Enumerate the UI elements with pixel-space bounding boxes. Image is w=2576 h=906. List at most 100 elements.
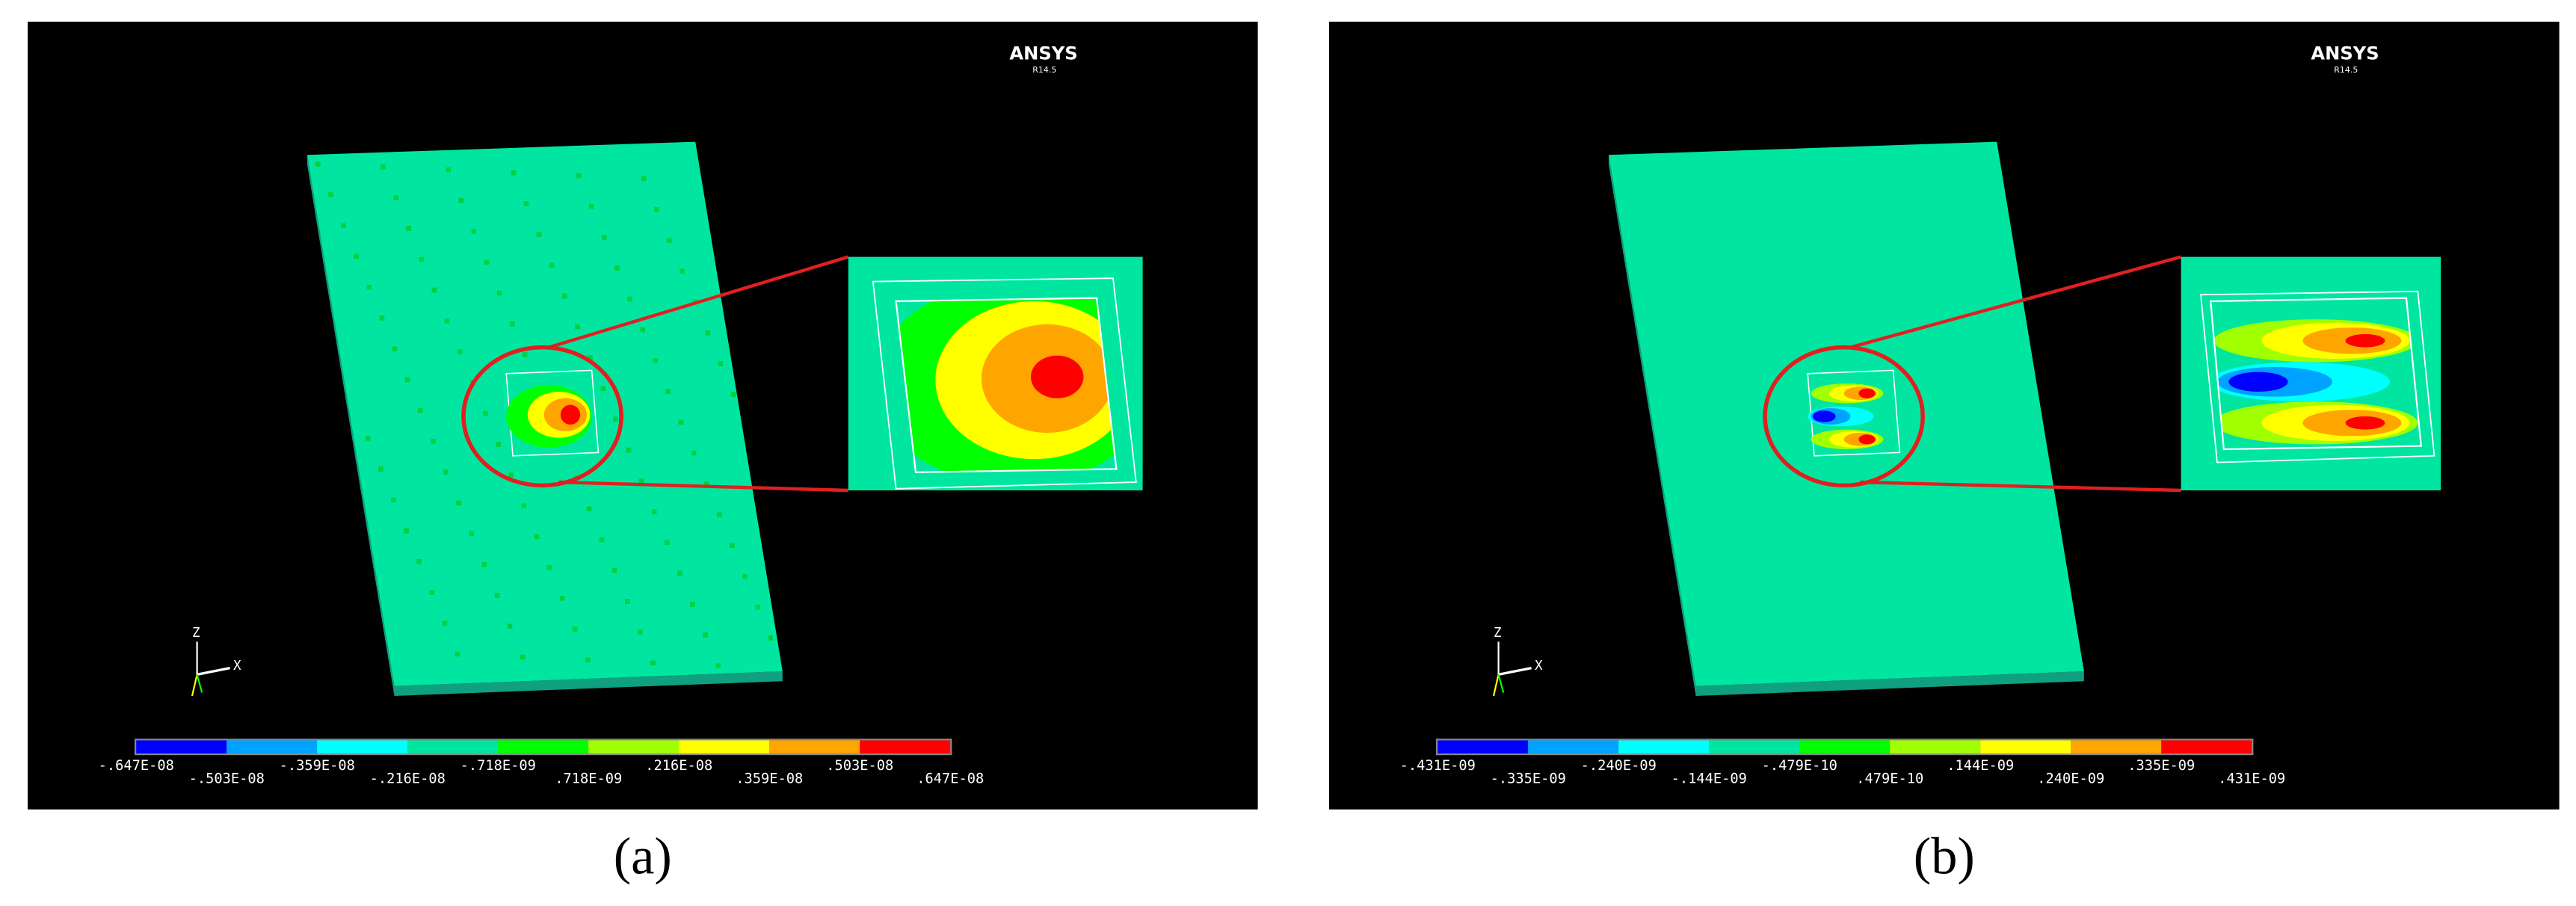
- version: R14.5: [1032, 65, 1056, 75]
- caption: (a): [614, 828, 672, 886]
- speckle: [393, 195, 398, 200]
- colorbar-segment: [588, 740, 680, 754]
- speckle: [496, 441, 501, 447]
- colorbar-label: .359E-08: [736, 771, 803, 787]
- axis-label: Z: [1494, 626, 1502, 641]
- speckle: [354, 253, 359, 259]
- speckle: [705, 330, 711, 336]
- colorbar-label: .647E-08: [916, 771, 984, 787]
- colorbar-segment: [860, 740, 951, 754]
- contour: [2345, 416, 2385, 430]
- speckle: [508, 472, 514, 478]
- colorbar-label: .144E-09: [1947, 758, 2014, 774]
- speckle: [600, 386, 606, 392]
- speckle: [496, 290, 502, 296]
- speckle: [624, 599, 630, 604]
- speckle: [588, 355, 593, 360]
- speckle: [585, 657, 591, 663]
- triad: [1492, 674, 1500, 697]
- speckle: [404, 528, 409, 534]
- colorbar-segment: [1799, 740, 1891, 754]
- speckle: [613, 416, 619, 422]
- speckle: [575, 324, 580, 330]
- speckle: [523, 201, 529, 206]
- colorbar-segment: [1438, 740, 1529, 754]
- speckle: [626, 447, 632, 453]
- contour: [1858, 388, 1876, 398]
- caption: (b): [1914, 828, 1975, 886]
- colorbar-segment: [1980, 740, 2071, 754]
- speckle: [664, 540, 670, 546]
- speckle: [378, 466, 383, 472]
- speckle: [638, 629, 643, 635]
- colorbar-label: .431E-09: [2218, 771, 2285, 787]
- speckle: [457, 349, 463, 354]
- speckle: [601, 235, 607, 240]
- colorbar-label: -.144E-09: [1671, 771, 1747, 787]
- speckle: [328, 192, 333, 197]
- speckle: [431, 287, 437, 293]
- speckle: [521, 503, 527, 509]
- speckle: [572, 626, 578, 632]
- inset-contour: [2210, 298, 2421, 450]
- speckle: [484, 259, 490, 265]
- speckle: [667, 238, 672, 243]
- highlight-circle: [1763, 345, 1925, 488]
- panel: ANSYSR14.5ZX-.431E-09-.335E-09-.240E-09-…: [1329, 22, 2560, 886]
- contour: [560, 404, 581, 425]
- speckle: [417, 407, 423, 413]
- version: R14.5: [2334, 65, 2358, 75]
- colorbar-segment: [1528, 740, 1619, 754]
- speckle: [536, 232, 542, 237]
- contour: [1858, 434, 1876, 445]
- speckle: [677, 570, 682, 576]
- speckle: [703, 481, 709, 487]
- inset-outline: [2200, 290, 2435, 463]
- speckle: [586, 506, 592, 511]
- speckle: [768, 635, 774, 641]
- speckle: [446, 167, 451, 173]
- colorbar-segment: [1890, 740, 1981, 754]
- contour: [2228, 372, 2288, 392]
- colorbar-segment: [136, 740, 227, 754]
- speckle: [509, 321, 515, 327]
- speckle: [654, 206, 659, 212]
- speckle: [520, 654, 526, 660]
- speckle: [703, 632, 708, 638]
- speckle: [641, 176, 647, 182]
- speckle: [442, 620, 448, 626]
- zoom-line: [1849, 255, 2182, 349]
- colorbar-label: -.647E-08: [99, 758, 174, 774]
- speckle: [546, 564, 552, 570]
- speckle: [559, 596, 565, 601]
- speckle: [549, 262, 555, 268]
- speckle: [678, 419, 684, 425]
- speckle: [455, 651, 460, 657]
- colorbar-segment: [679, 740, 770, 754]
- speckle: [715, 663, 721, 669]
- speckle: [651, 509, 657, 514]
- speckle: [431, 439, 436, 444]
- colorbar-label: .503E-08: [826, 758, 893, 774]
- speckle: [341, 223, 346, 229]
- speckle: [588, 203, 594, 209]
- colorbar-label: .479E-10: [1856, 771, 1923, 787]
- colorbar-label: .718E-09: [555, 771, 622, 787]
- speckle: [404, 377, 410, 383]
- colorbar-label: -.479E-10: [1762, 758, 1837, 774]
- inset-outline: [895, 297, 1118, 473]
- speckle: [534, 534, 540, 540]
- speckle: [429, 590, 435, 595]
- speckle: [717, 512, 722, 517]
- speckle: [640, 327, 645, 333]
- colorbar-segment: [2161, 740, 2252, 754]
- colorbar-segment: [1618, 740, 1710, 754]
- speckle: [576, 173, 582, 179]
- speckle: [511, 170, 517, 176]
- zoom-line: [558, 480, 848, 493]
- triad: [1497, 674, 1505, 693]
- zoom-line: [548, 255, 849, 349]
- colorbar-label: .240E-09: [2037, 771, 2104, 787]
- colorbar-label: -.431E-09: [1400, 758, 1476, 774]
- speckle: [718, 361, 724, 366]
